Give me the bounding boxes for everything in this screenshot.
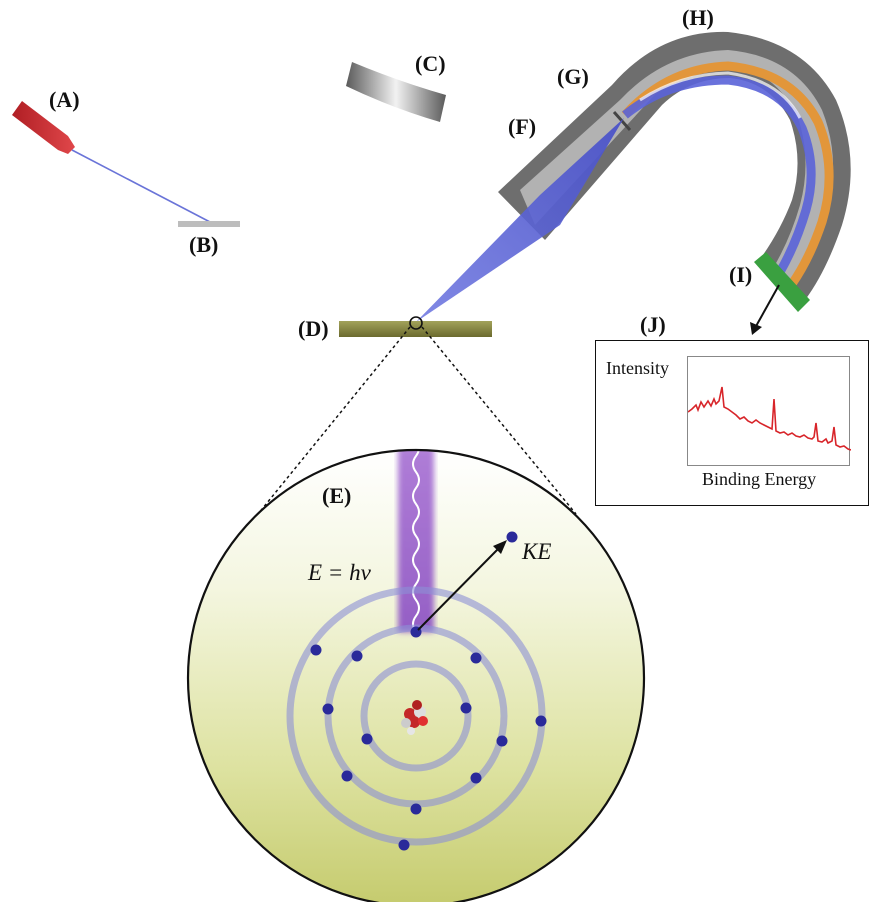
nucleus [401, 700, 428, 735]
label-b: (B) [189, 232, 219, 257]
label-a: (A) [49, 87, 80, 112]
spectrum-plot-area [687, 356, 852, 466]
detector-arrow [754, 284, 780, 329]
electrons [310, 531, 547, 851]
label-j: (J) [640, 312, 666, 337]
x-ray-source [12, 101, 211, 223]
label-i: (I) [729, 262, 753, 287]
label-e: (E) [322, 483, 352, 508]
label-d: (D) [298, 316, 329, 341]
target-plate [178, 221, 240, 227]
kinetic-energy-label: KE [522, 539, 552, 564]
spectrum-svg [687, 386, 852, 451]
label-h: (H) [682, 5, 714, 30]
sample-spot [409, 316, 423, 330]
atom-zoom [186, 448, 646, 902]
photoelectron-arrow [417, 547, 500, 631]
y-axis-label: Intensity [606, 358, 669, 378]
zoom-line-right [421, 326, 577, 515]
photon-energy-equation: E = hν [308, 560, 371, 585]
spectrum-line [687, 386, 852, 451]
monochromator-crystal [346, 62, 446, 122]
label-g: (G) [557, 64, 589, 89]
x-axis-label: Binding Energy [702, 469, 817, 489]
hemispherical-analyzer [498, 31, 851, 301]
zoom-line-left [257, 326, 411, 515]
label-f: (F) [508, 114, 537, 139]
detector [754, 252, 810, 312]
electron-beam [416, 118, 624, 322]
spectrum-panel: Intensity Binding Energy [595, 340, 869, 506]
label-c: (C) [415, 51, 446, 76]
